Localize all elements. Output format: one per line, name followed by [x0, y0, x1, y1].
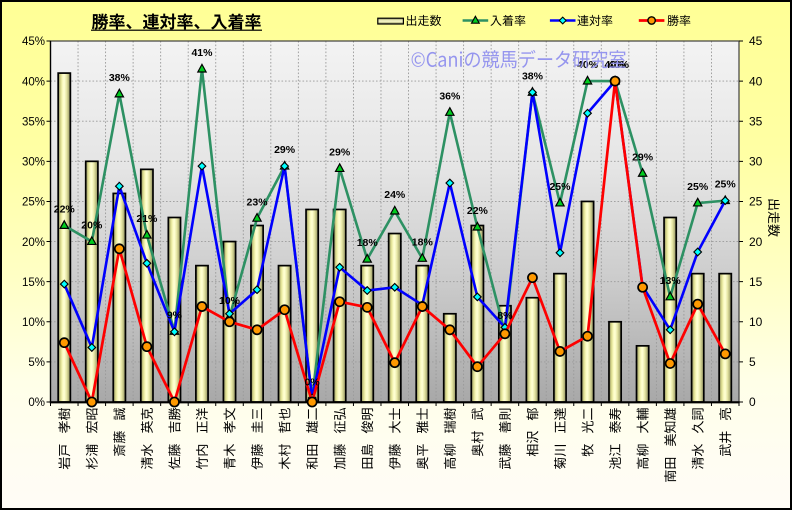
svg-text:20%: 20% [81, 220, 103, 232]
svg-text:25%: 25% [22, 197, 45, 209]
svg-text:30: 30 [749, 155, 763, 169]
svg-text:20%: 20% [22, 237, 45, 249]
svg-text:35: 35 [749, 114, 763, 128]
svg-text:35%: 35% [22, 116, 45, 128]
svg-text:8%: 8% [497, 310, 513, 322]
svg-text:45: 45 [749, 34, 763, 48]
svg-text:25%: 25% [715, 179, 737, 191]
svg-text:40%: 40% [605, 59, 627, 71]
svg-text:40%: 40% [608, 59, 630, 71]
svg-text:10%: 10% [22, 317, 45, 329]
svg-text:0%: 0% [305, 376, 321, 388]
svg-text:20: 20 [749, 235, 763, 249]
svg-text:10%: 10% [219, 295, 241, 307]
svg-text:5: 5 [749, 355, 756, 369]
svg-text:9%: 9% [167, 309, 183, 321]
svg-text:10: 10 [749, 315, 763, 329]
svg-text:29%: 29% [329, 147, 351, 159]
svg-text:45%: 45% [22, 36, 45, 48]
svg-text:25: 25 [749, 195, 763, 209]
svg-text:0: 0 [749, 395, 756, 409]
svg-text:13%: 13% [660, 275, 682, 287]
svg-text:15: 15 [749, 275, 763, 289]
svg-text:36%: 36% [439, 90, 461, 102]
svg-text:22%: 22% [54, 204, 76, 216]
svg-text:25%: 25% [687, 181, 709, 193]
svg-text:29%: 29% [632, 151, 654, 163]
svg-text:21%: 21% [136, 213, 158, 225]
svg-text:0%: 0% [28, 397, 45, 409]
svg-text:41%: 41% [191, 47, 213, 59]
svg-text:40: 40 [749, 74, 763, 88]
svg-text:5%: 5% [28, 357, 45, 369]
svg-text:38%: 38% [522, 70, 544, 82]
svg-text:22%: 22% [467, 205, 489, 217]
svg-text:25%: 25% [549, 181, 571, 193]
svg-text:18%: 18% [357, 237, 379, 249]
svg-text:29%: 29% [274, 144, 296, 156]
svg-text:23%: 23% [247, 196, 269, 208]
svg-text:24%: 24% [384, 189, 406, 201]
svg-text:40%: 40% [22, 76, 45, 88]
svg-text:38%: 38% [109, 72, 131, 84]
svg-text:30%: 30% [22, 157, 45, 169]
svg-text:18%: 18% [412, 236, 434, 248]
svg-text:15%: 15% [22, 277, 45, 289]
